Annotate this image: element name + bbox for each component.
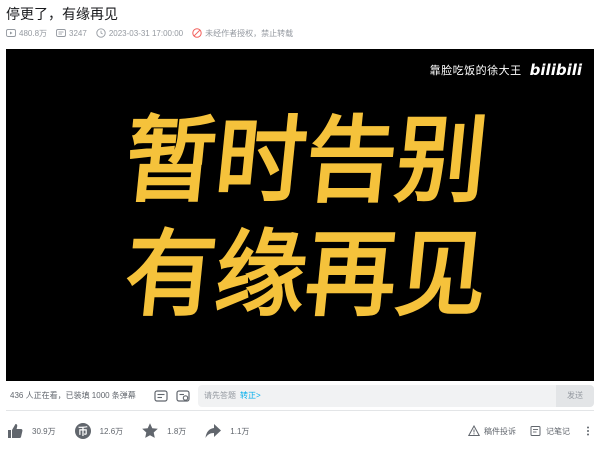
copyright-notice-text: 未经作者授权，禁止转载 [205,28,294,38]
share-button[interactable]: 1.1万 [204,422,249,440]
danmaku-input-placeholder: 请先答题 [204,391,236,400]
bilibili-logo: bilibili [529,61,582,79]
report-label: 稿件投诉 [484,426,516,436]
svg-text:币: 币 [78,426,88,438]
copyright-notice: 未经作者授权，禁止转载 [192,28,293,39]
view-count: 480.8万 [6,28,47,39]
share-arrow-icon [205,424,222,438]
coin-button[interactable]: 币 12.6万 [74,422,124,440]
uploader-watermark: 靠脸吃饭的徐大王 [429,65,522,77]
coin-count: 12.6万 [99,426,124,436]
video-title: 停更了，有缘再见 [6,6,118,22]
action-bar-right: 稿件投诉 记笔记 [454,425,594,437]
danmaku-settings-icon[interactable] [176,389,190,403]
warning-icon [468,425,480,436]
play-count-icon [6,29,16,37]
danmaku-count-value: 3247 [69,28,87,38]
note-icon [530,426,541,436]
like-button[interactable]: 30.9万 [6,422,56,440]
like-count: 30.9万 [32,426,56,436]
favorite-count: 1.8万 [167,426,187,436]
coin-icon: 币 [74,423,91,439]
star-icon [142,423,158,438]
publish-time-value: 2023-03-31 17:00:00 [108,28,184,38]
view-count-value: 480.8万 [19,28,48,38]
watermark: 靠脸吃饭的徐大王 bilibili [430,61,582,79]
headline-line-1: 暂时告别 [120,107,493,216]
thumbs-up-icon [8,424,23,438]
favorite-button[interactable]: 1.8万 [141,422,186,440]
danmaku-count-icon [56,29,66,37]
notes-label: 记笔记 [546,426,570,436]
no-reprint-icon [192,28,202,38]
publish-time: 2023-03-31 17:00:00 [96,28,183,38]
report-button[interactable]: 稿件投诉 [468,425,516,437]
video-meta: 480.8万 3247 2023-03-31 17:00:00 未经作者授权，禁… [6,26,302,40]
danmaku-count: 3247 [56,28,87,38]
notes-button[interactable]: 记笔记 [530,425,570,437]
clock-icon [96,28,106,38]
headline-line-2: 有缘再见 [120,221,493,330]
danmaku-bar: 436 人正在看，已装填 1000 条弹幕 请先答题 转正> 发送 [6,381,594,411]
action-bar: 30.9万 币 12.6万 1.8万 1.1万 稿件投诉 记笔记 [6,420,594,442]
watching-count: 436 人正在看，已装填 1000 条弹幕 [10,391,136,400]
more-icon[interactable] [582,425,594,437]
danmaku-input[interactable]: 请先答题 转正> [198,384,556,407]
send-button[interactable]: 发送 [556,384,594,407]
become-member-link[interactable]: 转正> [240,391,261,400]
danmaku-toggle-icon[interactable] [154,389,168,403]
video-player[interactable]: 靠脸吃饭的徐大王 bilibili 暂时告别 有缘再见 [6,49,594,381]
share-count: 1.1万 [230,426,250,436]
